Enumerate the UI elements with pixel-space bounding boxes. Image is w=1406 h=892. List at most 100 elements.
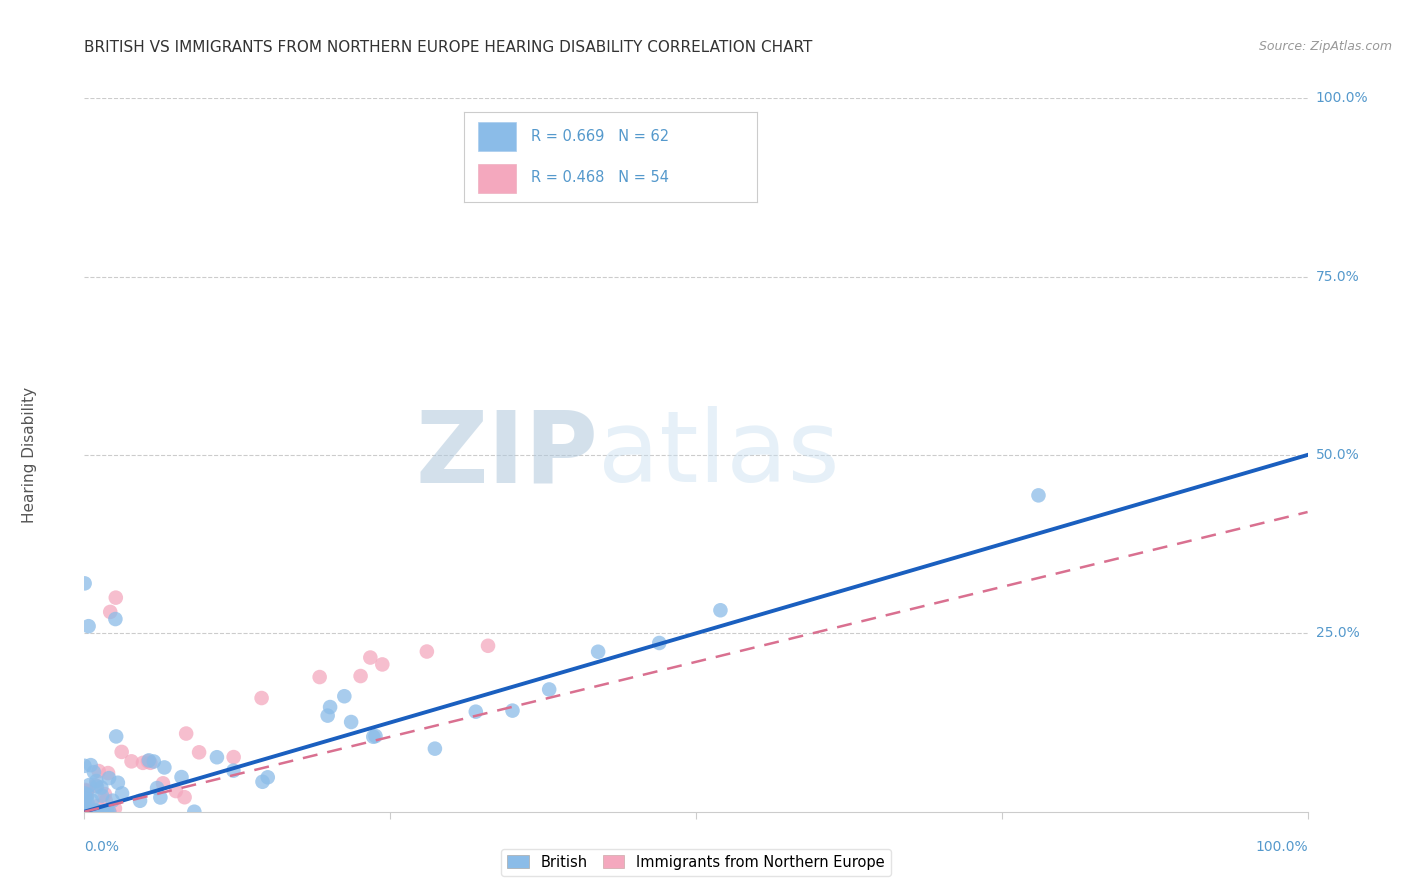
Point xyxy=(333,690,356,704)
Legend: British, Immigrants from Northern Europe: British, Immigrants from Northern Europe xyxy=(502,849,890,876)
Text: 100.0%: 100.0% xyxy=(1256,840,1308,855)
Point xyxy=(94,794,117,808)
Point xyxy=(349,669,371,683)
Point xyxy=(86,805,108,819)
Point xyxy=(142,755,165,769)
Point xyxy=(98,605,121,619)
Point xyxy=(73,805,96,819)
Point xyxy=(423,741,446,756)
Text: BRITISH VS IMMIGRANTS FROM NORTHERN EUROPE HEARING DISABILITY CORRELATION CHART: BRITISH VS IMMIGRANTS FROM NORTHERN EURO… xyxy=(84,40,813,55)
Point xyxy=(188,745,211,759)
Point xyxy=(90,780,112,795)
Point xyxy=(205,750,228,764)
Point xyxy=(87,764,110,778)
Point xyxy=(73,805,96,819)
Point xyxy=(153,760,176,774)
Point xyxy=(73,805,96,819)
Point xyxy=(371,657,394,672)
Point xyxy=(183,805,205,819)
Point xyxy=(73,805,96,819)
Point xyxy=(76,789,98,804)
Point xyxy=(75,805,97,819)
Point xyxy=(75,801,97,815)
Point xyxy=(76,805,98,819)
Point xyxy=(91,789,114,803)
Point xyxy=(73,576,96,591)
Point xyxy=(98,805,121,819)
Point xyxy=(75,784,97,798)
Text: ZIP: ZIP xyxy=(415,407,598,503)
Point xyxy=(98,805,121,819)
Point xyxy=(80,805,103,819)
Point xyxy=(101,794,124,808)
Point xyxy=(104,591,127,605)
Point xyxy=(105,730,128,744)
Point xyxy=(340,714,363,729)
Point xyxy=(83,765,105,780)
Point xyxy=(316,708,339,723)
Point xyxy=(416,644,439,658)
Point xyxy=(75,786,97,800)
Point xyxy=(138,753,160,767)
Point xyxy=(73,805,96,819)
Point xyxy=(76,784,98,798)
Point xyxy=(84,805,107,819)
Point xyxy=(98,771,121,785)
Point xyxy=(73,786,96,800)
Point xyxy=(170,770,193,784)
Point xyxy=(96,805,118,819)
Point xyxy=(73,797,96,812)
Point xyxy=(84,803,107,817)
Point xyxy=(77,619,100,633)
Text: Hearing Disability: Hearing Disability xyxy=(22,387,37,523)
Point xyxy=(709,603,731,617)
Point xyxy=(73,782,96,797)
Point xyxy=(76,805,98,819)
Point xyxy=(129,794,152,808)
Text: 100.0%: 100.0% xyxy=(1316,91,1368,105)
Point xyxy=(165,784,187,798)
Point xyxy=(86,774,108,789)
Point xyxy=(76,788,98,802)
Point xyxy=(107,776,129,790)
Point xyxy=(319,700,342,714)
Point xyxy=(73,805,96,819)
Point xyxy=(173,790,195,805)
Point xyxy=(75,791,97,805)
Point xyxy=(146,780,169,795)
Point xyxy=(75,805,97,819)
Point xyxy=(501,704,523,718)
Text: 25.0%: 25.0% xyxy=(1316,626,1360,640)
Point xyxy=(538,682,561,697)
Point xyxy=(97,766,120,780)
Point xyxy=(104,612,127,626)
Point xyxy=(73,805,96,819)
Point xyxy=(94,787,117,801)
Point xyxy=(87,799,110,814)
Point xyxy=(73,801,96,815)
Point xyxy=(75,805,97,819)
Point xyxy=(76,799,98,814)
Text: 75.0%: 75.0% xyxy=(1316,269,1360,284)
Point xyxy=(364,729,387,743)
Point xyxy=(222,750,245,764)
Point xyxy=(139,756,162,770)
Point xyxy=(174,726,197,740)
Point xyxy=(308,670,330,684)
Point xyxy=(76,805,98,819)
Point xyxy=(80,793,103,807)
Point xyxy=(111,786,134,800)
Point xyxy=(80,758,103,772)
Text: Source: ZipAtlas.com: Source: ZipAtlas.com xyxy=(1258,40,1392,54)
Point xyxy=(477,639,499,653)
Point xyxy=(90,805,112,819)
Point xyxy=(152,776,174,790)
Point xyxy=(77,778,100,792)
Point xyxy=(80,805,103,819)
Point xyxy=(250,691,273,706)
Point xyxy=(83,805,105,819)
Point xyxy=(84,779,107,793)
Point xyxy=(73,805,96,819)
Point xyxy=(86,780,108,794)
Point xyxy=(648,636,671,650)
